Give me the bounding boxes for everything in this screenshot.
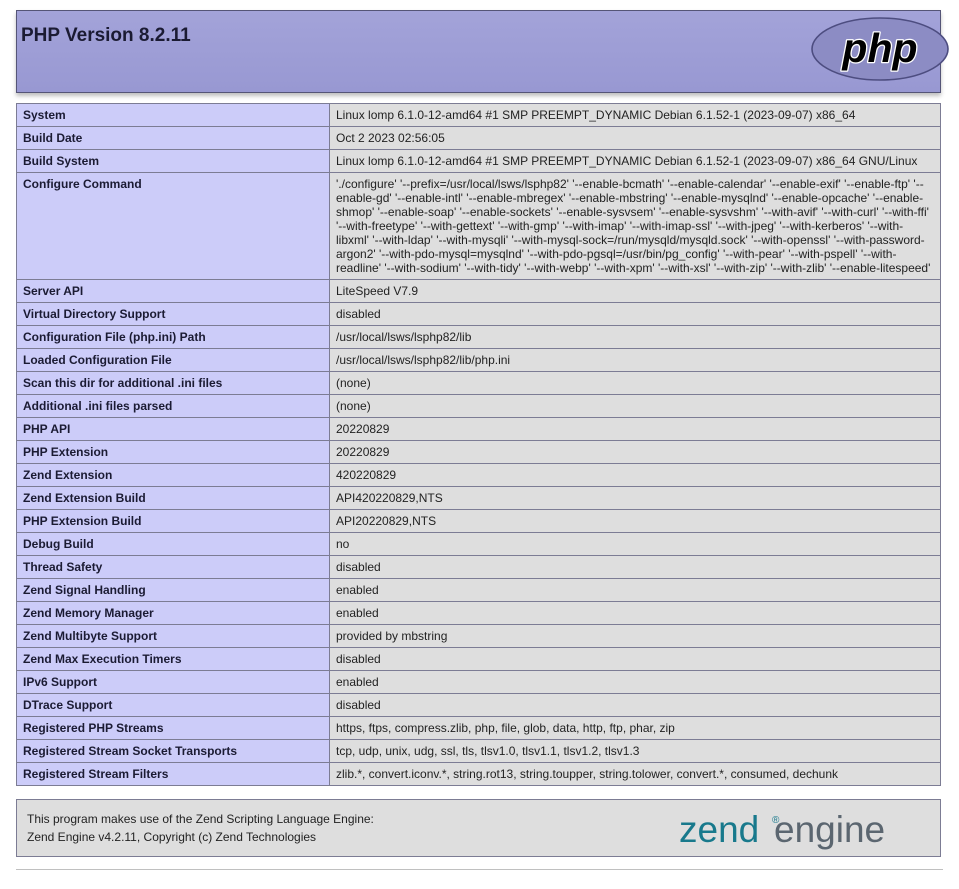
svg-text:zend: zend — [679, 809, 759, 850]
svg-text:engine: engine — [774, 809, 885, 850]
svg-text:php: php — [841, 25, 917, 71]
